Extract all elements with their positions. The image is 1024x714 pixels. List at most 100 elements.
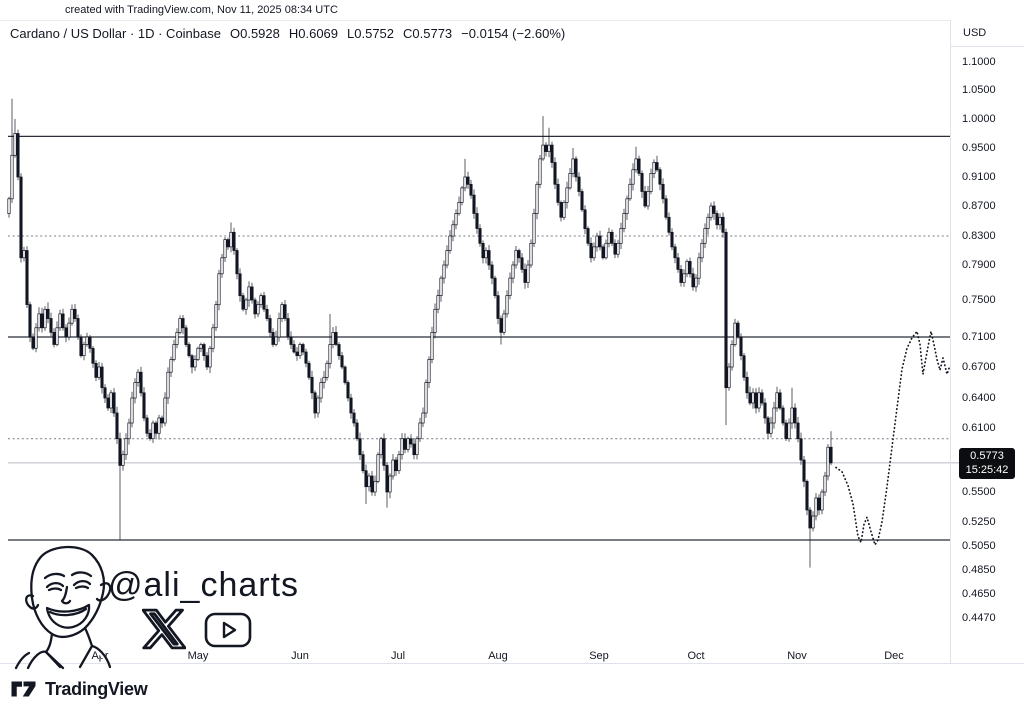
currency-cell[interactable] xyxy=(951,20,1024,47)
last-price-value: 0.5773 xyxy=(970,450,1004,462)
candle-body xyxy=(694,277,698,288)
candle-body xyxy=(208,347,212,368)
candle-body xyxy=(778,392,782,409)
candle-body xyxy=(193,359,197,368)
candle-body xyxy=(256,304,260,315)
tradingview-logo[interactable]: TradingView xyxy=(10,677,148,701)
candle-body xyxy=(322,376,326,383)
candle-body xyxy=(202,344,206,357)
candle-body xyxy=(823,475,827,493)
candle-body xyxy=(28,304,32,338)
candle-body xyxy=(655,162,659,171)
candle-body xyxy=(454,213,458,226)
candle-body xyxy=(829,446,833,464)
candle-body xyxy=(73,308,77,319)
candle-body xyxy=(211,327,215,349)
candle-body xyxy=(166,371,170,399)
candle-body xyxy=(478,228,482,244)
candle-body xyxy=(538,158,542,185)
candle-body xyxy=(100,366,104,389)
candle-body xyxy=(355,422,359,440)
candle-body xyxy=(280,304,284,319)
symbol-title[interactable]: Cardano / US Dollar · 1D · Coinbase xyxy=(10,26,221,41)
price-tick-label: 0.8700 xyxy=(962,200,996,212)
price-tick-label: 0.9100 xyxy=(962,171,996,183)
candle-body xyxy=(541,144,545,160)
candle-body xyxy=(709,205,713,218)
legend-token: C0.5773 xyxy=(403,26,453,41)
candle-body xyxy=(658,169,662,185)
candle-body xyxy=(394,459,398,472)
candle-body xyxy=(616,242,620,255)
candle-body xyxy=(295,351,299,357)
month-label[interactable]: Jun xyxy=(291,650,309,662)
candle-body xyxy=(70,308,74,324)
candle-body xyxy=(763,402,767,419)
candle-body xyxy=(52,332,56,345)
candle-body xyxy=(448,235,452,251)
candle-body xyxy=(805,480,809,511)
candle-body xyxy=(247,286,251,301)
candle-body xyxy=(169,359,173,373)
candle-body xyxy=(790,407,794,424)
tradingview-mark-icon xyxy=(11,681,36,697)
candle-body xyxy=(223,239,227,259)
month-label[interactable]: Jul xyxy=(390,650,406,662)
candle-body xyxy=(31,336,35,349)
candle-body xyxy=(568,173,572,189)
month-label[interactable]: Nov xyxy=(787,650,807,662)
candle-body xyxy=(799,438,803,461)
symbol-legend[interactable]: Cardano / US Dollar · 1D · Coinbase O0.59… xyxy=(10,26,583,41)
candle-body xyxy=(769,422,773,434)
candle-body xyxy=(184,327,188,345)
candle-body xyxy=(487,250,491,266)
candle-body xyxy=(97,366,101,378)
candle-body xyxy=(511,264,515,279)
candle-body xyxy=(289,336,293,345)
candle-body xyxy=(622,213,626,229)
candle-body xyxy=(496,295,500,319)
candle-body xyxy=(268,318,272,333)
candle-body xyxy=(490,264,494,279)
candle-body xyxy=(442,264,446,279)
candle-body xyxy=(688,261,692,275)
month-label[interactable]: Dec xyxy=(884,650,904,662)
candle-body xyxy=(436,295,440,310)
candle-body xyxy=(133,382,137,399)
candle-body xyxy=(517,250,521,259)
candle-body xyxy=(547,144,551,152)
candle-body xyxy=(319,382,323,399)
candle-body xyxy=(94,362,98,378)
month-label[interactable]: Oct xyxy=(687,650,705,662)
price-tick-label: 0.5250 xyxy=(962,516,996,528)
month-label[interactable]: Apr xyxy=(91,650,109,662)
price-projection-path[interactable] xyxy=(835,330,951,546)
candle-body xyxy=(271,332,275,345)
candle-body xyxy=(445,250,449,266)
candle-body xyxy=(649,173,653,192)
candle-body xyxy=(142,392,146,419)
candle-body xyxy=(814,497,818,517)
candle-body xyxy=(313,392,317,414)
price-tick-label: 0.4850 xyxy=(962,564,996,576)
candle-body xyxy=(463,176,467,189)
tradingview-wordmark: TradingView xyxy=(45,678,148,699)
candle-body xyxy=(733,322,737,345)
candle-body xyxy=(817,497,821,511)
candle-body xyxy=(61,313,65,329)
candle-body xyxy=(286,318,290,338)
legend-token: L0.5752 xyxy=(347,26,395,41)
candle-body xyxy=(391,459,395,477)
candle-body xyxy=(409,438,413,445)
month-label[interactable]: Aug xyxy=(488,650,508,662)
month-label[interactable]: Sep xyxy=(589,650,609,662)
candle-body xyxy=(196,347,200,360)
candle-body xyxy=(628,183,632,200)
month-label[interactable]: May xyxy=(187,650,209,662)
candle-body xyxy=(307,362,311,378)
candle-body xyxy=(508,277,512,296)
candle-body xyxy=(349,397,353,414)
candle-body xyxy=(766,417,770,434)
price-tick-label: 1.0500 xyxy=(962,84,996,96)
